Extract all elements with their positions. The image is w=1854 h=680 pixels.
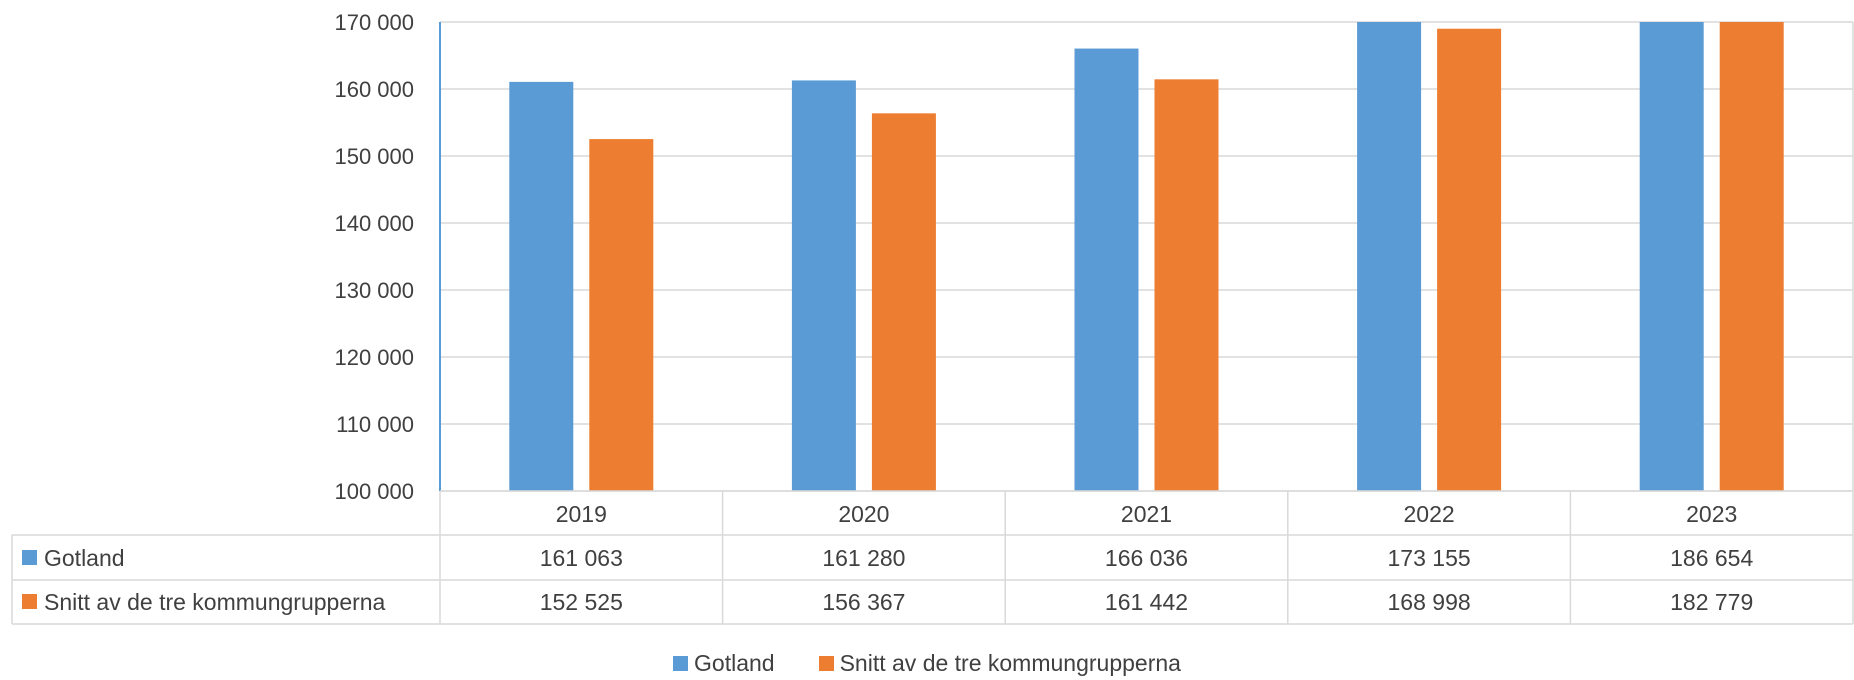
y-tick-label: 140 000 [334, 211, 414, 236]
y-tick-label: 150 000 [334, 144, 414, 169]
bar-gotland-2023 [1639, 22, 1704, 491]
table-value: 182 779 [1670, 589, 1753, 615]
category-label: 2020 [838, 501, 889, 527]
table-value: 186 654 [1670, 545, 1753, 571]
y-axis: 100 000 110 000 120 000 130 000 140 000 150 0… [334, 10, 441, 504]
table-value: 161 280 [822, 545, 905, 571]
bars [509, 22, 1784, 492]
category-label: 2022 [1404, 501, 1455, 527]
legend-swatch-gotland [673, 655, 689, 671]
y-tick-label: 100 000 [334, 479, 414, 504]
category-label: 2021 [1121, 501, 1172, 527]
legend-label-snitt: Snitt av de tre kommungrupperna [839, 649, 1181, 676]
table-value: 161 063 [540, 545, 623, 571]
legend-item-gotland: Gotland [673, 650, 775, 677]
table-value: 152 525 [540, 589, 623, 615]
legend-item-snitt: Snitt av de tre kommungrupperna [818, 649, 1181, 677]
table-value: 168 998 [1388, 589, 1471, 615]
legend-swatch-snitt [818, 655, 834, 671]
table-value: 166 036 [1105, 545, 1188, 571]
legend-label-gotland: Gotland [694, 649, 775, 676]
table-series-swatch [22, 594, 37, 609]
bar-snitt-2023 [1719, 22, 1784, 491]
y-tick-label: 110 000 [336, 412, 414, 437]
legend: Gotland Snitt av de tre kommungrupperna [0, 648, 1854, 678]
table-series-swatch [22, 550, 37, 565]
table-series-name: Snitt av de tre kommungrupperna [44, 589, 386, 615]
table-value: 161 442 [1105, 589, 1188, 615]
bar-gotland-2019 [509, 81, 574, 491]
bar-chart: 100 000 110 000 120 000 130 000 140 000 150 0… [11, 10, 1854, 625]
table-series-name: Gotland [44, 545, 125, 571]
bar-snitt-2022 [1437, 28, 1502, 491]
y-tick-label: 170 000 [334, 10, 414, 35]
table-value: 173 155 [1388, 545, 1471, 571]
data-table: 2019 2020 2021 2022 2023 Gotland 161 063 161 28… [11, 22, 1854, 625]
gridlines [440, 21, 1853, 492]
bar-snitt-2021 [1154, 79, 1219, 492]
category-label: 2023 [1686, 501, 1737, 527]
bar-snitt-2020 [871, 113, 936, 492]
bar-gotland-2022 [1357, 22, 1422, 491]
bar-gotland-2021 [1074, 48, 1139, 491]
bar-snitt-2019 [589, 139, 654, 491]
y-tick-label: 120 000 [334, 345, 414, 370]
bar-gotland-2020 [791, 80, 856, 491]
category-label: 2019 [556, 501, 607, 527]
y-tick-label: 130 000 [334, 278, 414, 303]
table-value: 156 367 [822, 589, 905, 615]
y-tick-label: 160 000 [334, 77, 414, 102]
